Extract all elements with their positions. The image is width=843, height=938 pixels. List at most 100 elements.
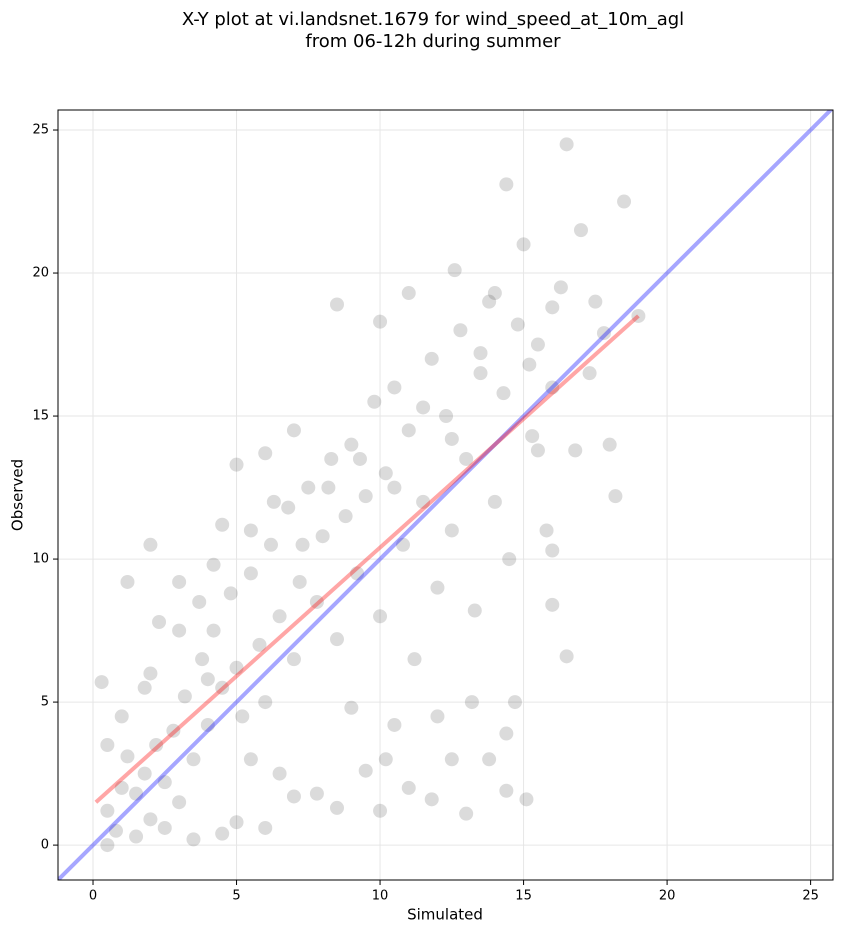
scatter-point: [286, 652, 301, 667]
scatter-point: [499, 177, 514, 192]
scatter-point: [430, 580, 445, 595]
scatter-point: [330, 632, 344, 647]
scatter-point: [444, 431, 459, 446]
scatter-point: [559, 649, 574, 664]
x-tick-label: 10: [372, 889, 389, 904]
scatter-point: [387, 717, 402, 732]
scatter-point: [152, 614, 167, 629]
scatter-point: [416, 400, 431, 415]
scatter-point: [258, 820, 273, 835]
y-tick-label: 0: [41, 838, 49, 853]
axes-frame: [57, 109, 834, 881]
scatter-point: [545, 380, 560, 395]
scatter-point: [487, 494, 502, 509]
scatter-point: [137, 766, 152, 781]
scatter-point: [229, 660, 244, 675]
scatter-point: [143, 537, 158, 552]
scatter-point: [286, 423, 301, 438]
scatter-point: [373, 314, 388, 329]
scatter-point: [496, 386, 511, 401]
scatter-point: [499, 783, 514, 798]
x-tick-label: 25: [802, 889, 819, 904]
scatter-point: [553, 280, 568, 295]
scatter-point: [373, 609, 388, 624]
scatter-point: [568, 443, 583, 458]
scatter-point: [137, 680, 152, 695]
trend-line: [58, 110, 833, 880]
scatter-point: [258, 446, 273, 461]
scatter-point: [166, 723, 181, 738]
y-axis-label: Observed: [9, 459, 27, 531]
scatter-point: [321, 480, 336, 495]
scatter-point: [444, 752, 459, 767]
scatter-point: [447, 263, 462, 278]
scatter-point: [266, 494, 281, 509]
scatter-point: [206, 623, 221, 638]
scatter-point: [522, 357, 537, 372]
scatter-point: [186, 752, 201, 767]
scatter-point: [539, 523, 554, 538]
scatter-point: [286, 789, 301, 804]
scatter-point: [482, 752, 497, 767]
scatter-point: [172, 574, 187, 589]
scatter-point: [272, 766, 287, 781]
scatter-point: [223, 586, 238, 601]
scatter-point: [350, 566, 365, 581]
scatter-point: [143, 666, 158, 681]
x-tick-label: 15: [515, 889, 532, 904]
scatter-point: [367, 394, 382, 409]
ticks: 0 5 10 15 20 25 0 5 10 15 20 25: [32, 123, 818, 904]
chart-title: X-Y plot at vi.landsnet.1679 for wind_sp…: [182, 9, 684, 30]
scatter-point: [602, 437, 617, 452]
scatter-point: [424, 351, 439, 366]
scatter-point: [272, 609, 287, 624]
scatter-point: [401, 423, 416, 438]
scatter-point: [338, 509, 353, 524]
scatter-point: [378, 466, 393, 481]
scatter-point: [358, 763, 373, 778]
scatter-point: [487, 286, 502, 301]
scatter-point: [519, 792, 534, 807]
scatter-point: [387, 380, 402, 395]
scatter-point: [344, 700, 359, 715]
scatter-point: [545, 300, 560, 315]
scatter-point: [545, 597, 560, 612]
scatter-point: [200, 717, 215, 732]
y-tick-label: 20: [32, 266, 49, 281]
scatter-point: [129, 786, 144, 801]
scatter-point: [295, 537, 310, 552]
scatter-point: [510, 317, 525, 332]
scatter-point: [229, 815, 244, 830]
scatter-point: [530, 443, 545, 458]
scatter-point: [499, 726, 514, 741]
scatter-point: [206, 557, 221, 572]
scatter-point: [243, 566, 258, 581]
scatter-point: [243, 523, 258, 538]
scatter-point: [263, 537, 278, 552]
scatter-point: [186, 832, 201, 847]
scatter-point: [177, 689, 192, 704]
scatter-point: [195, 652, 210, 667]
scatter-point: [344, 437, 359, 452]
scatter-point: [309, 786, 324, 801]
scatter-point: [596, 326, 611, 341]
scatter-point: [631, 308, 646, 323]
y-tick-label: 25: [32, 123, 49, 138]
scatter-point: [507, 695, 522, 710]
scatter-point: [114, 780, 129, 795]
trend-line: [94, 314, 640, 804]
x-tick-label: 0: [89, 889, 97, 904]
scatter-point: [464, 695, 479, 710]
scatter-point: [129, 829, 144, 844]
scatter-point: [94, 675, 109, 690]
scatter-point: [502, 552, 517, 567]
scatter-point: [200, 672, 215, 687]
y-tick-label: 10: [32, 552, 49, 567]
x-axis-label: Simulated: [407, 906, 483, 924]
scatter-point: [407, 652, 422, 667]
scatter-point: [215, 680, 230, 695]
scatter-point: [424, 792, 439, 807]
scatter-point: [559, 137, 574, 152]
scatter-point: [315, 529, 330, 544]
